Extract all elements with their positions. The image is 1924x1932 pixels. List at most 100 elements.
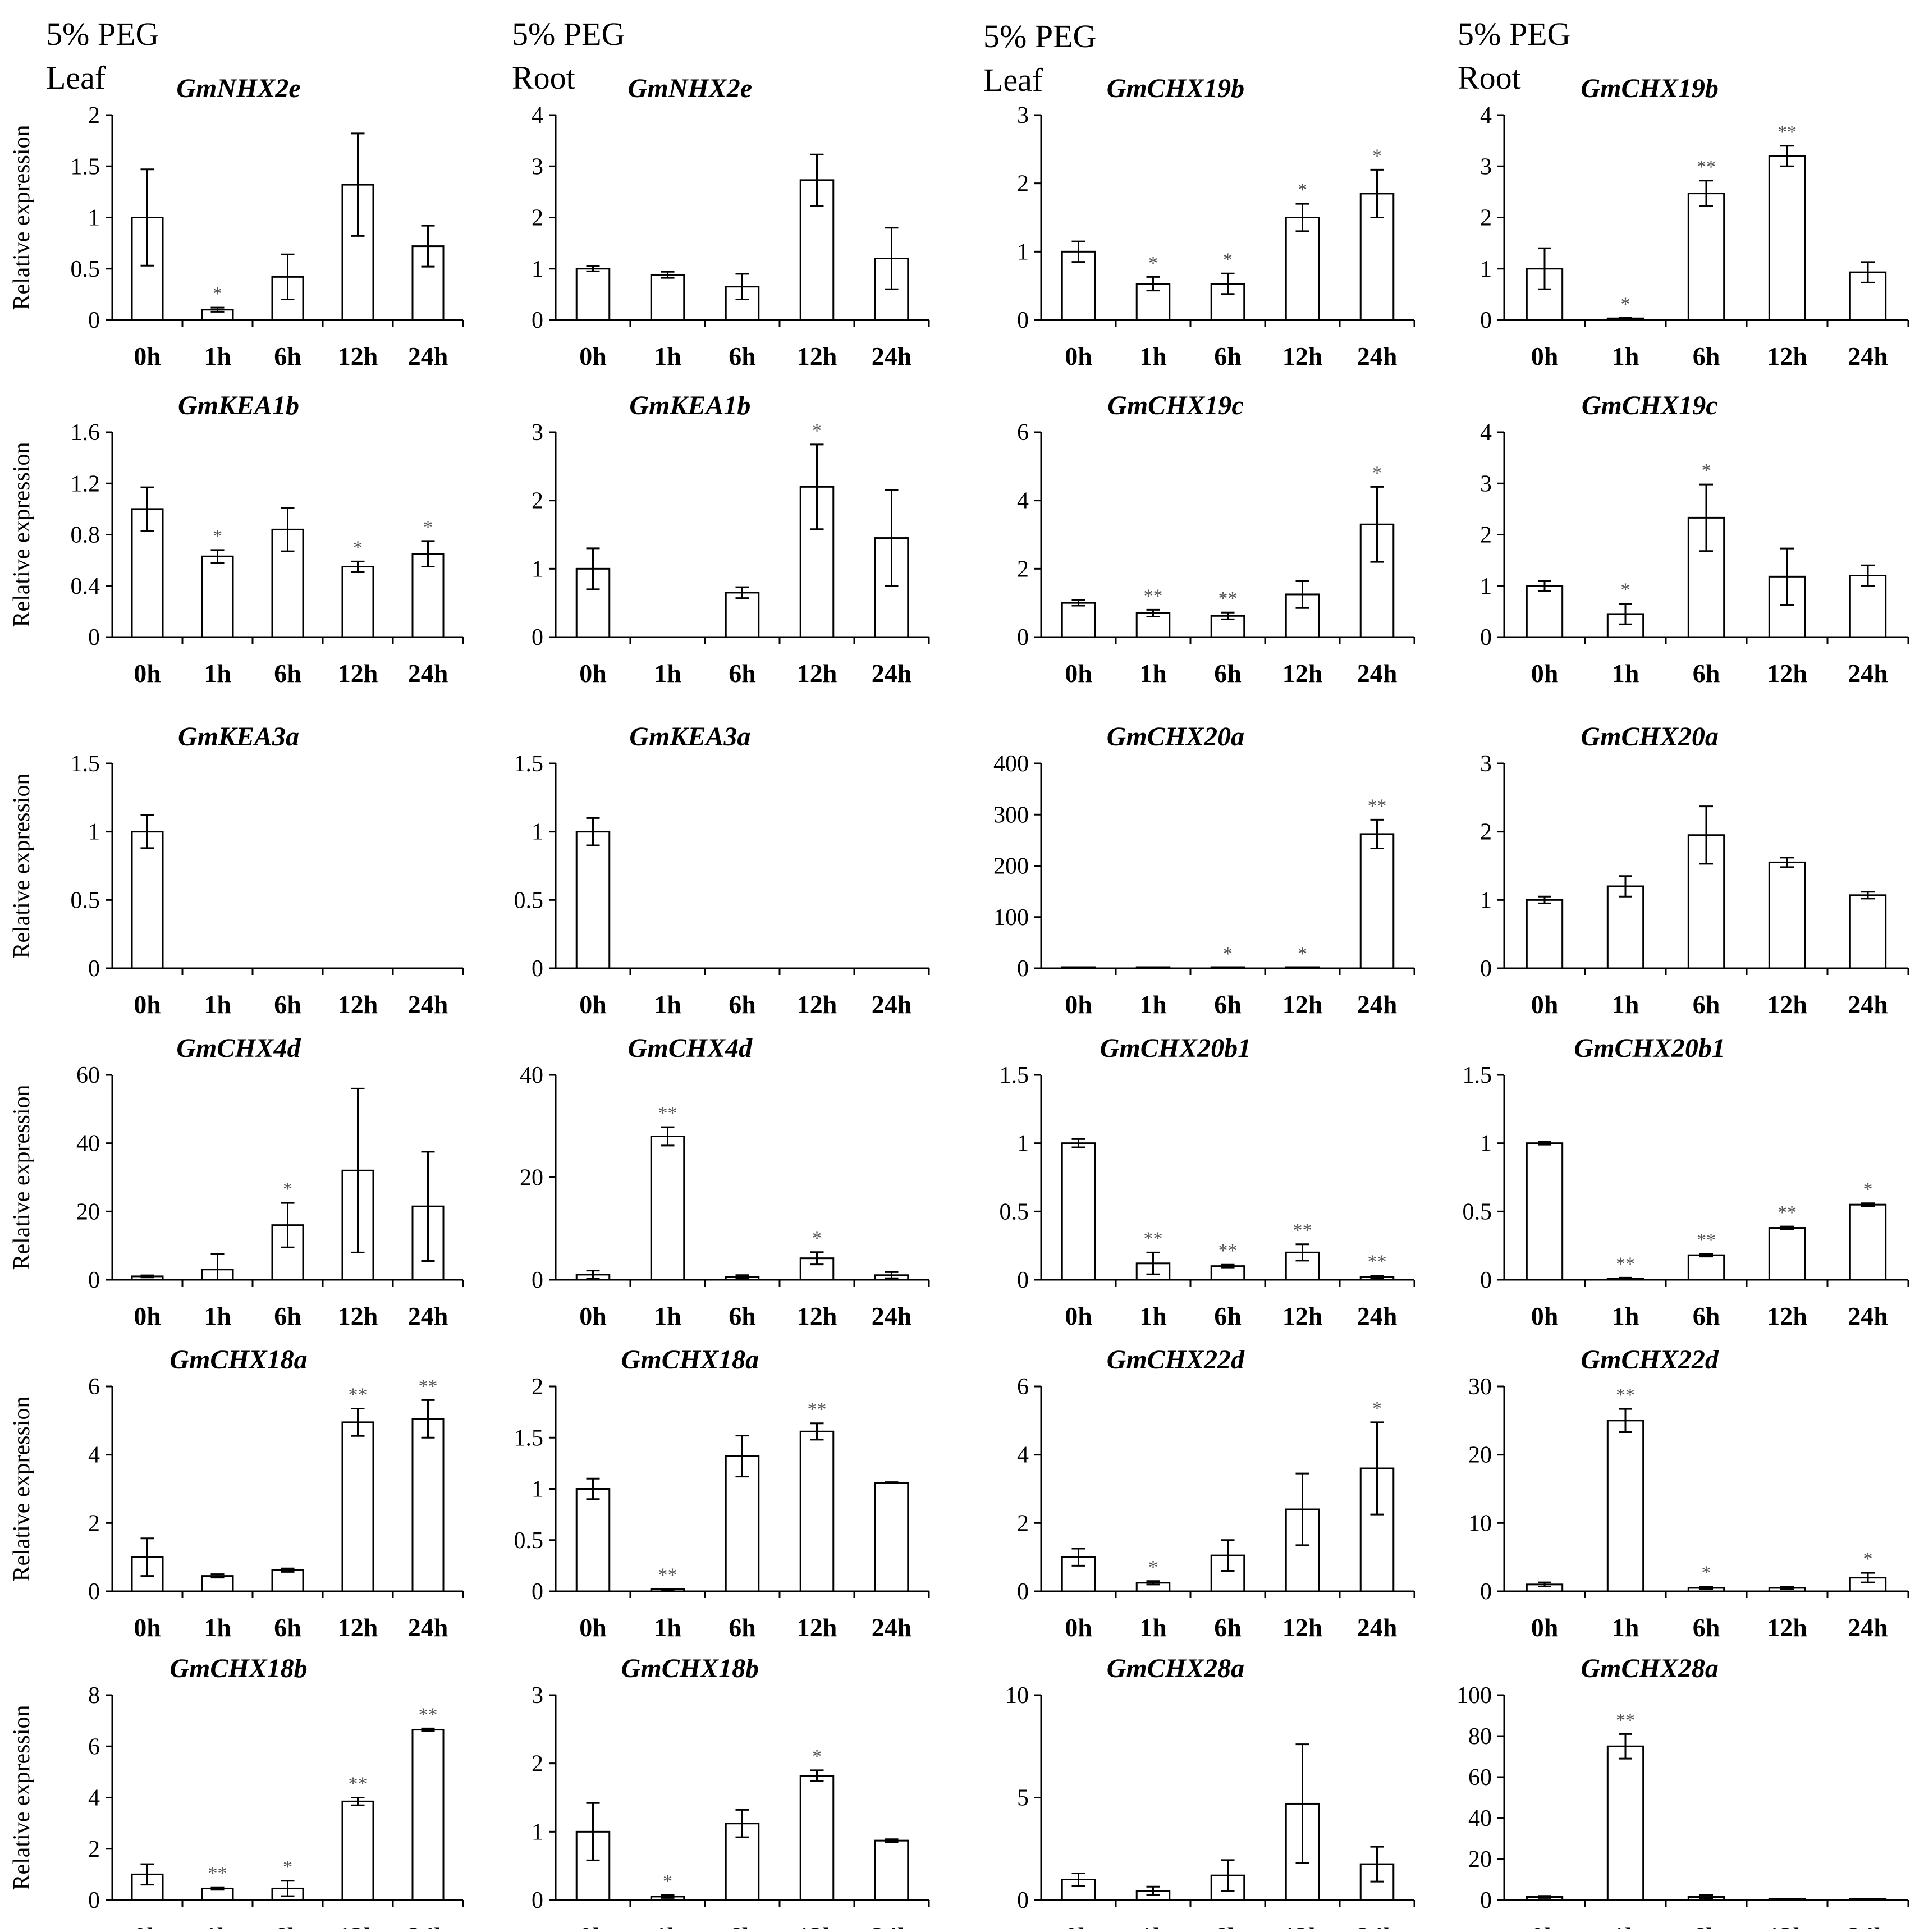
significance-mark: ** <box>808 1399 827 1420</box>
significance-mark: * <box>1148 1557 1158 1578</box>
header-treatment-col4: 5% PEG <box>1458 16 1570 52</box>
y-tick-label: 0 <box>1480 625 1492 651</box>
y-tick-label: 2 <box>532 205 543 231</box>
significance-mark: * <box>1863 1549 1873 1569</box>
y-axis-label: Relative expression <box>9 125 35 310</box>
chart-panel-9: GmKEA3a Relative expression 0 0.5 1 1.5 0h 1h 6h… <box>9 722 464 1019</box>
x-tick-label: 24h <box>1848 659 1888 688</box>
x-tick-label: 6h <box>1214 1613 1242 1642</box>
bar <box>575 831 611 969</box>
y-tick-label: 6 <box>88 1734 100 1760</box>
significance-mark: ** <box>1697 157 1716 177</box>
y-tick-label: 0.5 <box>1000 1199 1029 1225</box>
header-treatment-col2: 5% PEG <box>512 16 625 52</box>
x-tick-label: 6h <box>1693 1613 1720 1642</box>
x-tick-label: 0h <box>1531 342 1559 370</box>
x-tick-label: 24h <box>1357 342 1398 370</box>
y-tick-label: 4 <box>1480 420 1492 446</box>
x-tick-label: 0h <box>134 990 161 1019</box>
significance-mark: * <box>1621 580 1630 601</box>
x-tick-label: 12h <box>797 1613 837 1642</box>
header-tissue-col1: Leaf <box>46 59 106 96</box>
y-tick-label: 2 <box>1480 523 1492 548</box>
header-treatment-col3: 5% PEG <box>983 18 1096 54</box>
x-tick-label: 0h <box>134 342 161 370</box>
x-tick-label: 12h <box>338 1613 378 1642</box>
y-tick-label: 200 <box>993 854 1029 880</box>
y-tick-label: 1.5 <box>514 751 544 777</box>
chart-panel-12: GmCHX20a 0 1 2 3 0h 1h 6h 12h 24h <box>1480 722 1909 1019</box>
y-tick-label: 0.5 <box>71 887 100 913</box>
significance-mark: ** <box>1616 1385 1635 1405</box>
x-tick-label: 24h <box>872 659 912 688</box>
column-headers: 5% PEG Leaf 5% PEG Root 5% PEG Leaf 5% P… <box>46 16 1570 98</box>
x-tick-label: 24h <box>1848 1302 1888 1330</box>
y-tick-label: 20 <box>1468 1443 1492 1468</box>
y-axis-label: Relative expression <box>9 773 35 958</box>
significance-mark: ** <box>349 1385 368 1405</box>
chart-title: GmNHX2e <box>176 74 300 103</box>
x-tick-label: 0h <box>1531 990 1559 1019</box>
chart-panel-24: GmCHX28a 0 20 40 60 80 100 0h 1h 6h 12h 24h ** <box>1456 1654 1909 1932</box>
chart-title: GmKEA1b <box>629 391 750 420</box>
x-tick-label: 12h <box>1282 659 1323 688</box>
x-tick-label: 12h <box>1767 1922 1807 1929</box>
x-tick-label: 24h <box>872 1922 912 1929</box>
chart-title: GmCHX22d <box>1581 1345 1719 1375</box>
bar <box>1526 585 1564 638</box>
significance-mark: * <box>213 526 222 547</box>
y-tick-label: 4 <box>532 103 543 129</box>
chart-panel-6: GmKEA1b 0 1 2 3 0h 1h 6h 12h 24h * <box>532 391 930 688</box>
y-tick-label: 3 <box>532 154 543 180</box>
y-tick-label: 1 <box>532 820 543 845</box>
x-tick-label: 6h <box>1214 659 1242 688</box>
chart-title: GmCHX19c <box>1107 391 1244 420</box>
significance-mark: ** <box>1218 1240 1238 1261</box>
y-tick-label: 3 <box>1480 471 1492 497</box>
y-tick-label: 1.5 <box>71 751 100 777</box>
y-tick-label: 0 <box>532 1888 543 1913</box>
x-tick-label: 6h <box>729 1613 756 1642</box>
y-tick-label: 80 <box>1468 1724 1492 1750</box>
y-tick-label: 6 <box>1017 1374 1029 1400</box>
y-tick-label: 0 <box>88 625 100 651</box>
x-tick-label: 1h <box>1612 659 1639 688</box>
significance-mark: ** <box>419 1376 438 1397</box>
significance-mark: ** <box>658 1564 677 1585</box>
y-tick-label: 6 <box>1017 420 1029 446</box>
x-tick-label: 6h <box>1693 342 1720 370</box>
bar <box>201 555 234 638</box>
y-tick-label: 100 <box>1456 1683 1492 1709</box>
y-tick-label: 1.5 <box>1463 1063 1492 1088</box>
y-tick-label: 6 <box>88 1374 100 1400</box>
chart-title: GmNHX2e <box>628 74 752 103</box>
chart-panel-17: GmCHX18a Relative expression 0 2 4 6 0h 1h 6h 12h… <box>9 1345 464 1642</box>
significance-mark: * <box>1863 1179 1873 1200</box>
y-tick-label: 1 <box>1480 574 1492 599</box>
bar <box>1061 1142 1096 1281</box>
x-tick-label: 6h <box>274 990 301 1019</box>
x-tick-label: 1h <box>1612 342 1639 370</box>
x-tick-label: 0h <box>134 1922 161 1929</box>
x-tick-label: 12h <box>797 1302 837 1330</box>
x-tick-label: 0h <box>134 1613 161 1642</box>
bar <box>1606 1420 1644 1592</box>
x-tick-label: 1h <box>1612 990 1639 1019</box>
y-axis-label: Relative expression <box>9 1396 35 1581</box>
bar <box>341 1421 374 1592</box>
significance-mark: * <box>1702 460 1711 481</box>
chart-panel-3: GmCHX19b 0 1 2 3 0h 1h 6h 12h 24h * * * * <box>1017 74 1415 370</box>
x-tick-label: 6h <box>274 342 301 370</box>
x-tick-label: 1h <box>1612 1302 1639 1330</box>
x-tick-label: 0h <box>1065 990 1092 1019</box>
x-tick-label: 12h <box>338 990 378 1019</box>
y-tick-label: 2 <box>532 1751 543 1777</box>
significance-mark: * <box>1621 294 1630 314</box>
y-tick-label: 0 <box>532 956 543 982</box>
bar <box>1526 1142 1564 1281</box>
x-tick-label: 12h <box>1767 659 1807 688</box>
